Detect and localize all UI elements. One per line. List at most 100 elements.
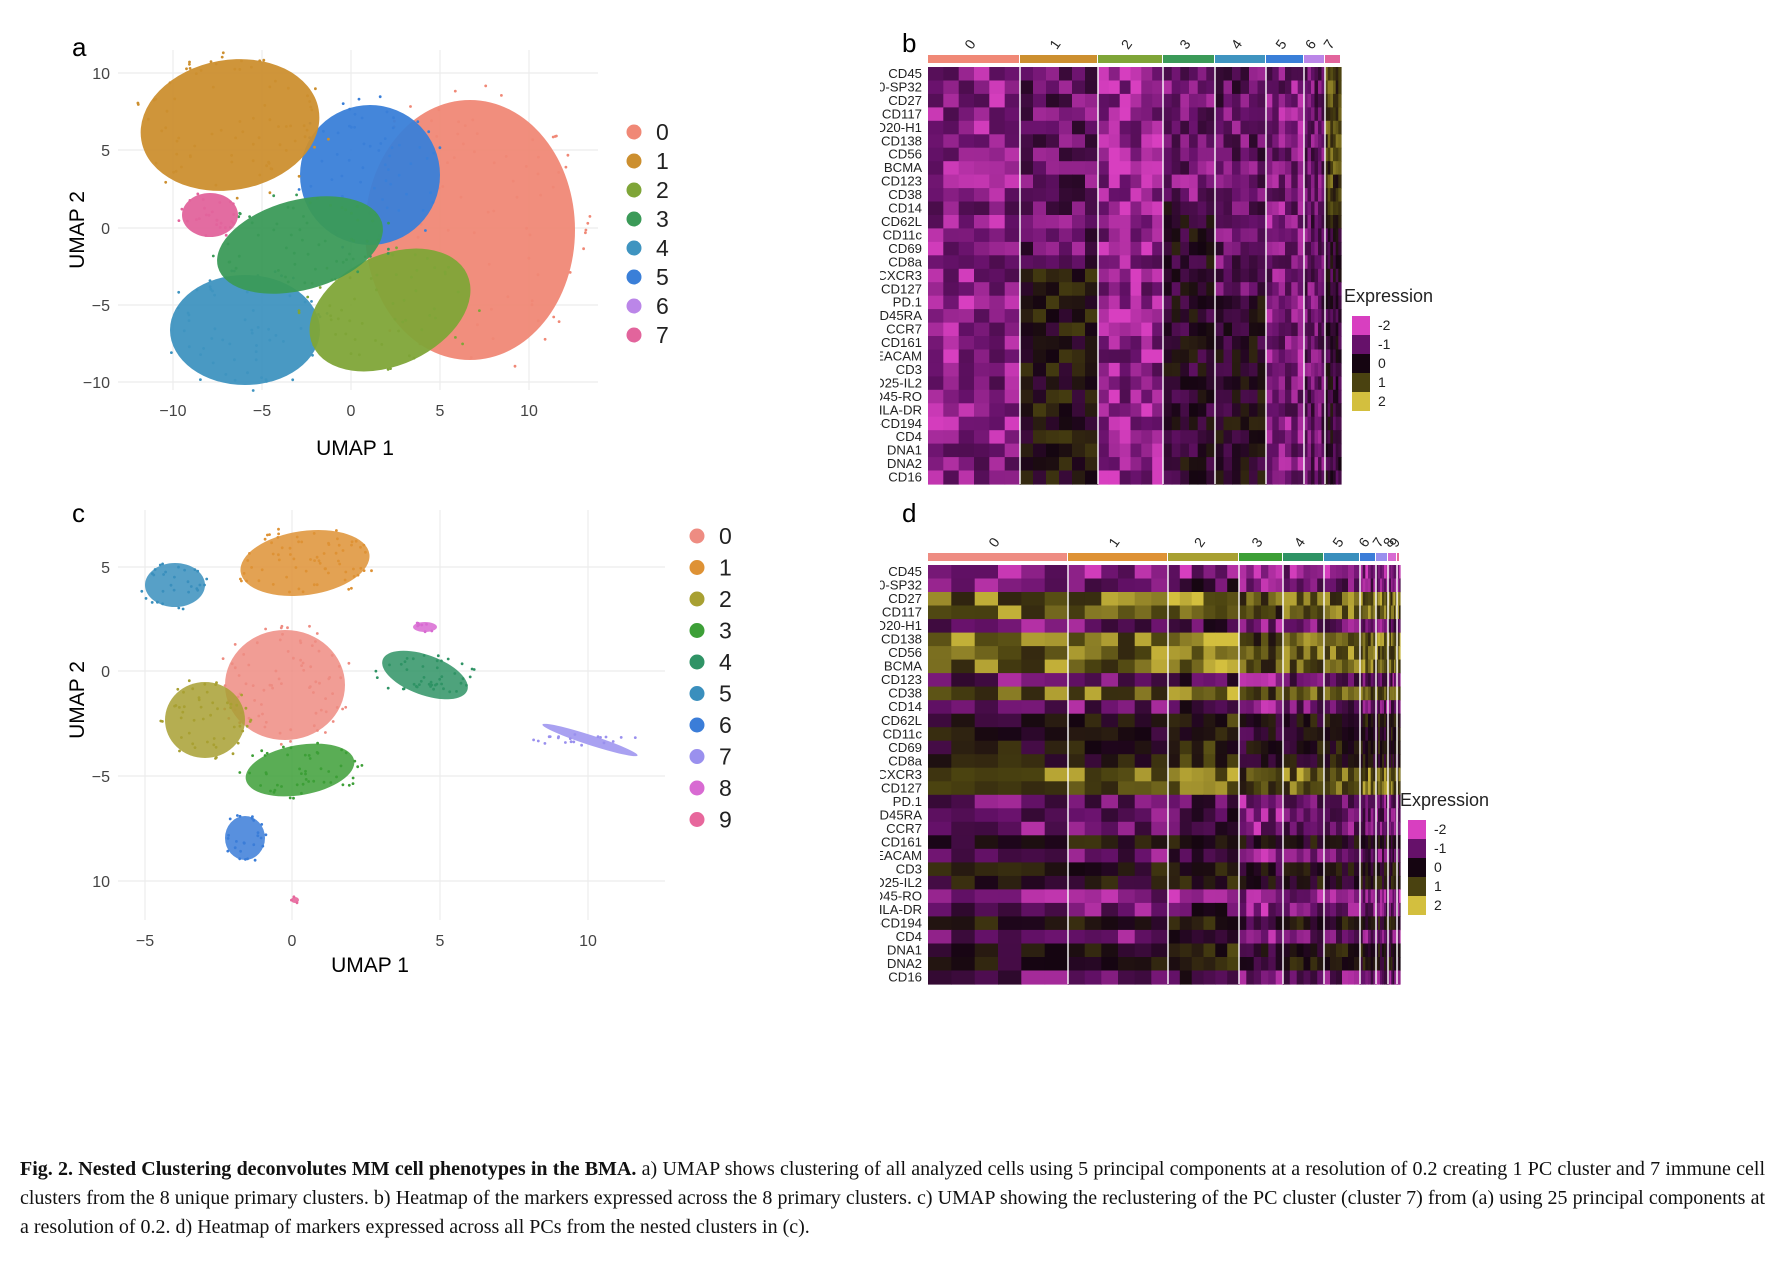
cell-point	[297, 174, 301, 178]
heat-cell	[1206, 457, 1216, 472]
heat-cell	[1203, 700, 1216, 715]
heat-cell	[1373, 592, 1377, 607]
heat-cell	[1163, 470, 1173, 485]
heat-cell	[1239, 902, 1247, 917]
heat-cell	[1130, 430, 1142, 445]
heat-cell	[1084, 781, 1102, 796]
heat-cell	[1303, 835, 1311, 850]
cell-point	[272, 194, 276, 198]
heat-cell	[1206, 443, 1216, 458]
heat-cell	[1380, 592, 1383, 607]
heat-cell	[1348, 943, 1355, 958]
heat-cell	[928, 403, 944, 418]
heat-cell	[1232, 336, 1242, 351]
cell-point	[328, 304, 332, 308]
cell-point	[551, 185, 555, 189]
legend-label-0: 0	[656, 119, 669, 145]
heat-cell	[1253, 700, 1262, 715]
heat-cell	[1365, 875, 1369, 890]
heat-cell	[1318, 336, 1323, 351]
cell-point	[199, 69, 203, 72]
heat-cell	[1261, 862, 1269, 877]
heat-cell	[1004, 430, 1021, 445]
heat-cell	[1317, 970, 1325, 985]
heat-cell	[974, 646, 999, 661]
heat-cell	[1310, 740, 1318, 755]
heat-cell	[1310, 821, 1318, 836]
heat-cell	[1189, 295, 1199, 310]
heat-cell	[1272, 134, 1280, 149]
cell-point	[233, 358, 236, 362]
x-tick-label: 5	[436, 403, 445, 420]
scale-label: -1	[1378, 336, 1391, 352]
cluster-bar-9	[1397, 553, 1399, 561]
cell-point	[276, 536, 280, 539]
heat-cell	[1392, 740, 1395, 755]
heat-cell	[1215, 767, 1228, 782]
heat-cell	[1152, 336, 1164, 351]
cell-point	[182, 705, 186, 709]
heat-cell	[1365, 605, 1369, 620]
heat-cell	[1152, 201, 1164, 216]
heat-cell	[1278, 403, 1286, 418]
heat-cell	[1232, 161, 1242, 176]
heat-cell	[1266, 134, 1273, 149]
heat-cell	[1310, 592, 1318, 607]
heat-cell	[1168, 686, 1181, 701]
cell-point	[187, 313, 191, 317]
cluster-label-0: 0	[961, 36, 979, 52]
heat-cell	[1004, 80, 1021, 95]
heat-cell	[1168, 902, 1181, 917]
heat-cell	[1324, 916, 1331, 931]
cell-point	[267, 327, 270, 331]
heat-cell	[1163, 147, 1173, 162]
cell-point	[335, 706, 339, 709]
marker-label: PD.1	[893, 794, 922, 809]
heat-cell	[1368, 686, 1372, 701]
heat-cell	[1020, 376, 1034, 391]
cluster-4-region	[382, 650, 468, 700]
heat-cell	[1033, 228, 1047, 243]
cell-point	[308, 685, 312, 688]
heat-cell	[1354, 767, 1361, 782]
heat-cell	[1191, 740, 1205, 755]
heat-cell	[1399, 632, 1401, 647]
heat-cell	[1311, 147, 1316, 162]
cell-point	[286, 650, 290, 653]
heat-cell	[1283, 713, 1291, 728]
heat-cell	[1253, 970, 1262, 985]
heat-cell	[1203, 605, 1216, 620]
heat-cell	[1180, 457, 1190, 472]
heat-cell	[1382, 673, 1385, 688]
heat-cell	[989, 107, 1006, 122]
heat-cell	[1314, 188, 1319, 203]
heat-cell	[1118, 578, 1136, 593]
heat-cell	[1327, 93, 1331, 108]
heat-cell	[1168, 740, 1181, 755]
heat-cell	[1318, 120, 1323, 135]
heat-cell	[974, 403, 990, 418]
heat-cell	[1261, 673, 1269, 688]
heat-cell	[1382, 794, 1385, 809]
heat-cell	[1376, 943, 1379, 958]
cell-point	[250, 331, 254, 335]
heat-cell	[1324, 754, 1331, 769]
heat-cell	[1275, 808, 1284, 823]
cell-point	[242, 653, 246, 656]
heat-cell	[1342, 943, 1349, 958]
cell-point	[275, 222, 279, 226]
heat-cell	[1203, 673, 1216, 688]
heat-cell	[1223, 470, 1233, 485]
cell-point	[219, 128, 223, 132]
heat-cell	[1152, 295, 1164, 310]
heat-cell	[1342, 794, 1349, 809]
heat-cell	[1275, 727, 1284, 742]
heat-cell	[1108, 470, 1121, 485]
heat-cell	[1382, 943, 1385, 958]
heat-cell	[1389, 835, 1392, 850]
heat-cell	[1020, 67, 1034, 82]
scale-swatch	[1352, 354, 1370, 373]
heat-cell	[1330, 673, 1337, 688]
cell-point	[178, 706, 181, 709]
heat-cell	[1283, 646, 1291, 661]
